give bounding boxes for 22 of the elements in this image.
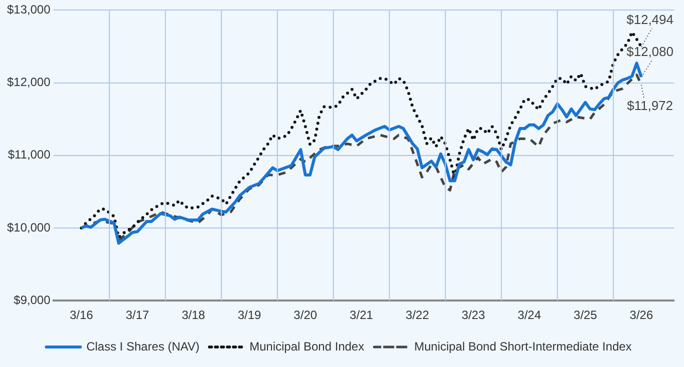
legend-label: Municipal Bond Index [249,339,364,354]
x-tick-label: 3/25 [574,308,598,322]
x-tick-label: 3/23 [462,308,486,322]
x-tick-label: 3/26 [630,308,654,322]
annotation: $11,972 [626,98,674,113]
legend-label: Class I Shares (NAV) [86,339,200,354]
x-tick-label: 3/17 [126,308,150,322]
legend-label: Municipal Bond Short-Intermediate Index [414,339,632,354]
x-tick-label: 3/21 [350,308,374,322]
x-tick-label: 3/20 [294,308,318,322]
annotation: $12,080 [626,44,674,59]
y-tick-label: $9,000 [14,292,51,307]
annotation: $12,494 [626,12,674,27]
x-tick-label: 3/19 [238,308,262,322]
x-tick-label: 3/16 [70,308,94,322]
y-tick-label: $10,000 [6,220,51,234]
y-tick-label: $11,000 [8,148,51,162]
y-tick-label: $12,000 [6,75,51,90]
x-tick-label: 3/22 [406,308,430,322]
y-tick-label: $13,000 [6,2,51,17]
x-tick-label: 3/18 [182,308,206,322]
x-tick-label: 3/24 [518,308,542,322]
